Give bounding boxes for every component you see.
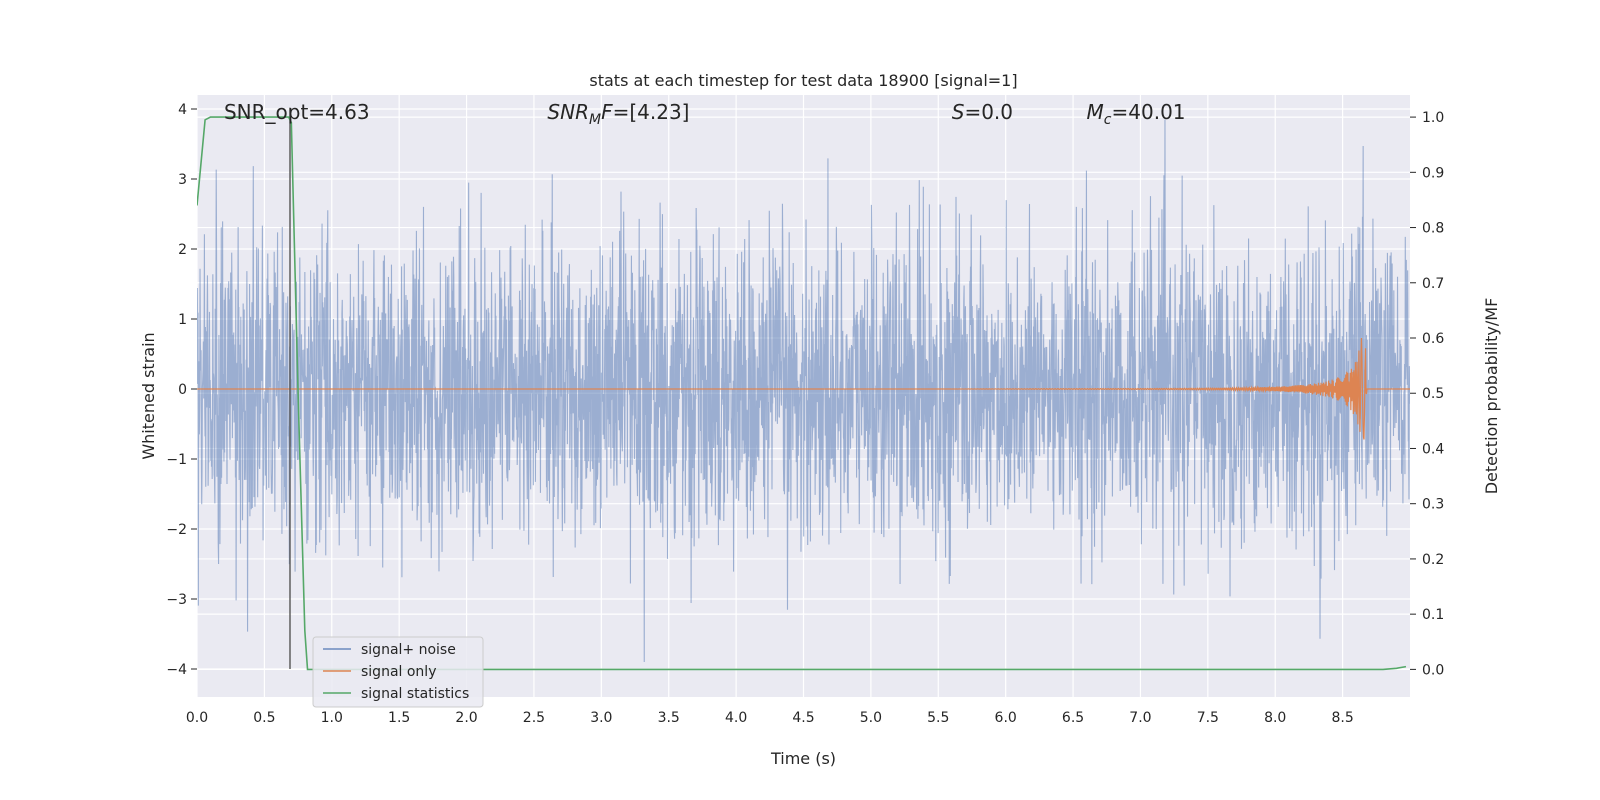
- x-tick-label-11: 5.5: [927, 710, 949, 726]
- plot-series: [197, 107, 1410, 671]
- x-tick-label-9: 4.5: [792, 710, 814, 726]
- legend-label-0: signal+ noise: [361, 642, 456, 658]
- y-axis-left-label: Whitened strain: [139, 332, 158, 459]
- y-right-tick-label-8: 0.2: [1422, 552, 1444, 568]
- y-right-tick-label-7: 0.3: [1422, 497, 1444, 513]
- x-tick-label-5: 2.5: [523, 710, 545, 726]
- y-axis-left-ticks: 4 3 2 1 0 −1 −2 −3 −4: [166, 102, 197, 678]
- x-tick-label-13: 6.5: [1062, 710, 1084, 726]
- x-tick-label-7: 3.5: [658, 710, 680, 726]
- legend-label-1: signal only: [361, 664, 436, 680]
- chart-title: stats at each timestep for test data 189…: [589, 71, 1017, 90]
- y-right-tick-label-6: 0.4: [1422, 441, 1444, 457]
- annotation-0: SNR_opt=4.63: [224, 100, 370, 124]
- x-tick-label-15: 7.5: [1197, 710, 1219, 726]
- y-right-tick-label-1: 0.9: [1422, 165, 1444, 181]
- annotation-2: S=0.0: [952, 100, 1013, 124]
- x-tick-label-6: 3.0: [590, 710, 612, 726]
- y-left-tick-label-1: 3: [178, 172, 187, 188]
- y-right-tick-label-0: 1.0: [1422, 110, 1444, 126]
- y-left-tick-label-0: 4: [178, 102, 187, 118]
- y-right-tick-label-3: 0.7: [1422, 276, 1444, 292]
- x-axis-ticks: 0.0 0.5 1.0 1.5 2.0 2.5 3.0 3.5 4.0 4.5 5.0 5.5 6.0 6…: [186, 710, 1354, 726]
- y-right-tick-label-2: 0.8: [1422, 221, 1444, 237]
- y-left-tick-label-5: −1: [166, 452, 187, 468]
- legend-box: [312, 636, 484, 708]
- y-right-tick-label-4: 0.6: [1422, 331, 1444, 347]
- x-tick-label-1: 0.5: [253, 710, 275, 726]
- legend: signal+ noise signal only signal statistic…: [312, 636, 484, 708]
- y-right-tick-label-10: 0.0: [1422, 662, 1444, 678]
- y-left-tick-label-3: 1: [178, 312, 187, 328]
- series-signal-statistics: [197, 116, 1407, 671]
- y-left-tick-label-4: 0: [178, 382, 187, 398]
- y-left-tick-label-6: −2: [166, 522, 187, 538]
- x-tick-label-2: 1.0: [321, 710, 343, 726]
- x-tick-label-14: 7.0: [1129, 710, 1151, 726]
- annotation-3: Mc=40.01: [1087, 100, 1186, 128]
- y-axis-right-ticks: 1.0 0.9 0.8 0.7 0.6 0.5 0.4 0.3 0.2 0.1 0.0: [1410, 110, 1444, 678]
- y-axis-right-label: Detection probability/MF: [1482, 298, 1501, 495]
- y-left-tick-label-2: 2: [178, 242, 187, 258]
- y-left-tick-label-7: −3: [166, 592, 187, 608]
- x-tick-label-0: 0.0: [186, 710, 208, 726]
- x-tick-label-8: 4.0: [725, 710, 747, 726]
- x-axis-label: Time (s): [770, 749, 836, 768]
- y-right-tick-label-5: 0.5: [1422, 386, 1444, 402]
- x-tick-label-10: 5.0: [860, 710, 882, 726]
- series-signal-noise: [197, 119, 1410, 663]
- annotations: SNR_opt=4.63 SNRMF=[4.23] S=0.0 Mc=40.01: [224, 100, 1186, 128]
- x-tick-label-17: 8.5: [1331, 710, 1353, 726]
- x-tick-label-12: 6.0: [995, 710, 1017, 726]
- annotation-1: SNRMF=[4.23]: [547, 100, 689, 128]
- y-left-tick-label-8: −4: [166, 662, 187, 678]
- x-tick-label-3: 1.5: [388, 710, 410, 726]
- legend-label-2: signal statistics: [361, 686, 469, 702]
- x-tick-label-16: 8.0: [1264, 710, 1286, 726]
- y-right-tick-label-9: 0.1: [1422, 607, 1444, 623]
- series-signal-only: [197, 337, 1410, 440]
- x-tick-label-4: 2.0: [455, 710, 477, 726]
